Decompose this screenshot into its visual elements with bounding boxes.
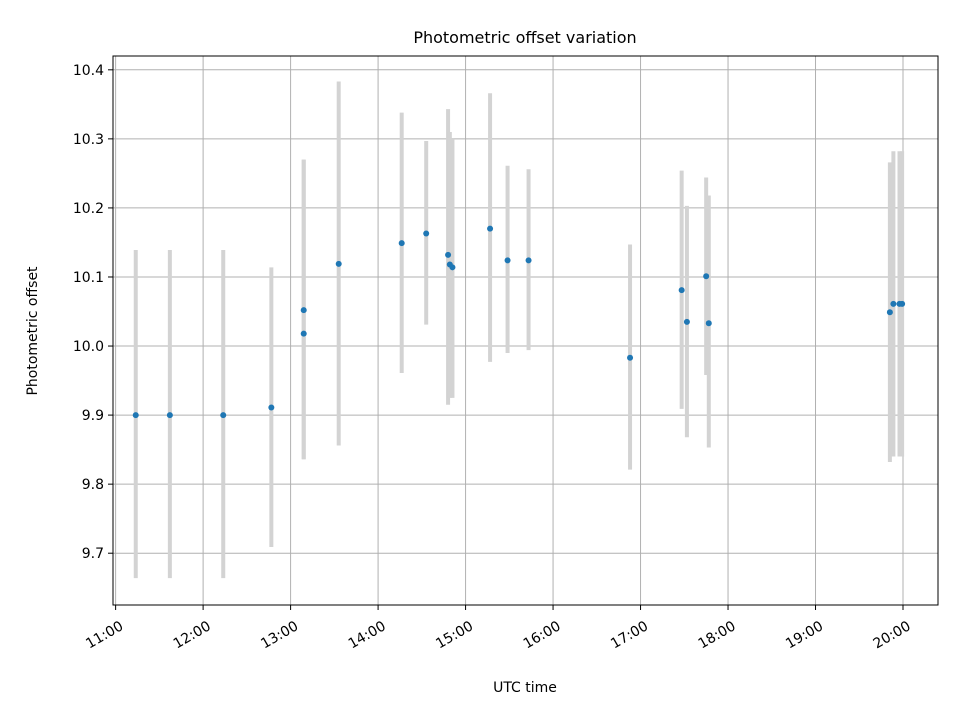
- axis-ticks: 11:00 12:00 13:00 14:00 15:00 16:00 17:00 18:00…: [73, 63, 914, 653]
- data-point: [504, 257, 511, 264]
- data-point: [268, 404, 275, 411]
- y-tick-label: 10.1: [73, 270, 104, 286]
- data-point: [300, 307, 307, 314]
- x-tick-label: 18:00: [696, 618, 739, 652]
- chart-title: Photometric offset variation: [413, 28, 636, 47]
- data-point: [132, 412, 139, 419]
- data-point: [683, 318, 690, 325]
- x-tick-label: 16:00: [521, 618, 564, 652]
- data-point: [705, 320, 712, 327]
- data-point: [890, 300, 897, 307]
- data-point: [886, 309, 893, 316]
- data-point: [449, 264, 456, 271]
- x-tick-label: 19:00: [783, 618, 826, 652]
- data-point: [423, 230, 430, 237]
- data-point: [300, 330, 307, 337]
- data-point: [678, 287, 685, 294]
- data-point: [398, 240, 405, 247]
- x-tick-label: 14:00: [346, 618, 389, 652]
- data-point: [487, 225, 494, 232]
- y-axis-label: Photometric offset: [25, 266, 41, 396]
- y-tick-label: 9.9: [82, 408, 104, 424]
- x-tick-label: 12:00: [171, 618, 214, 652]
- data-points: [132, 225, 906, 419]
- x-tick-label: 15:00: [433, 618, 476, 652]
- data-point: [166, 412, 173, 419]
- y-tick-label: 10.0: [73, 339, 104, 355]
- grid: [113, 56, 938, 605]
- data-point: [220, 412, 227, 419]
- y-tick-label: 9.8: [82, 477, 104, 493]
- x-axis-label: UTC time: [493, 680, 557, 696]
- y-tick-label: 10.4: [73, 63, 104, 79]
- x-tick-label: 13:00: [258, 618, 301, 652]
- data-point: [627, 354, 634, 361]
- plot-frame: [112, 55, 939, 606]
- x-tick-label: 11:00: [83, 618, 126, 652]
- y-tick-label: 10.2: [73, 201, 104, 217]
- x-tick-label: 17:00: [608, 618, 651, 652]
- y-tick-label: 10.3: [73, 132, 104, 148]
- y-tick-label: 9.7: [82, 546, 104, 562]
- data-point: [335, 260, 342, 267]
- data-point: [525, 257, 532, 264]
- data-point: [445, 251, 452, 258]
- data-point: [899, 300, 906, 307]
- error-bars: [133, 81, 905, 579]
- data-point: [703, 273, 710, 280]
- x-tick-label: 20:00: [871, 618, 914, 652]
